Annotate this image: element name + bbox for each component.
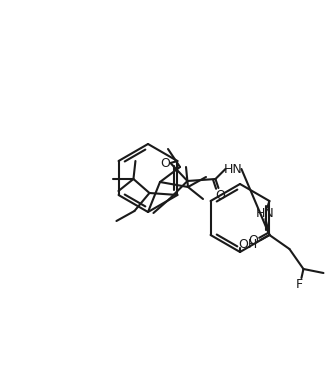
Text: F: F: [296, 279, 303, 291]
Text: O: O: [248, 234, 259, 247]
Text: O: O: [160, 157, 170, 170]
Text: O: O: [215, 189, 225, 202]
Text: HN: HN: [256, 207, 275, 219]
Text: OH: OH: [238, 237, 258, 250]
Text: HN: HN: [224, 163, 243, 176]
